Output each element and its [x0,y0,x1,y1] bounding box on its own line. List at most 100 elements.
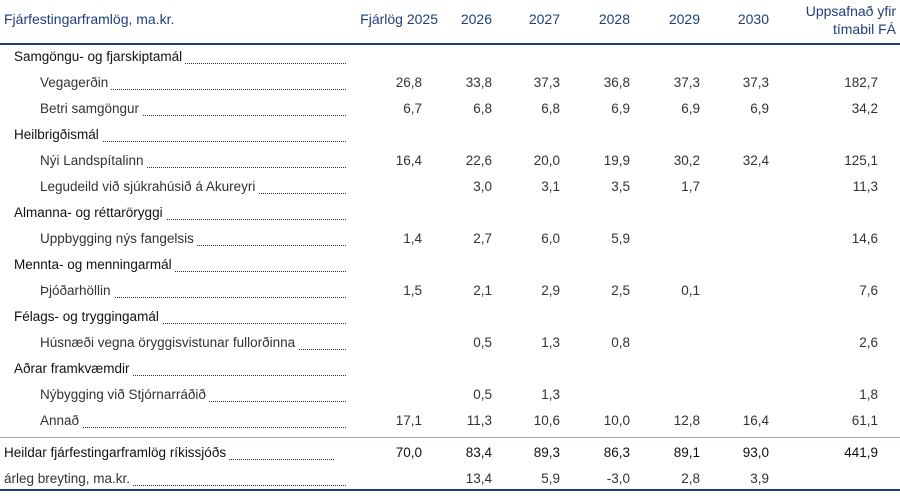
leader-dots [40,297,346,298]
cell-value: 17,1 [395,413,422,428]
cell-value: 0,8 [611,335,630,350]
table-title: Fjárfestingarframlög, ma.kr. [4,11,175,27]
cell-value: 13,4 [465,471,492,486]
table-row: Betri samgöngur 6,7 6,8 6,8 6,9 6,9 6,9 34,2 [0,96,900,122]
category-row: Samgöngu- og fjarskiptamál [0,44,900,70]
row-label: árleg breyting, ma.kr. [4,471,346,489]
leader-dots [40,115,346,116]
cell-value: 6,0 [541,231,560,246]
cell-value: 86,3 [603,445,630,460]
cell-value: 34,2 [851,101,878,116]
cell-value: 37,3 [533,75,560,90]
cell-value: 6,7 [403,101,422,116]
cell-value: 6,9 [611,101,630,116]
cell-value: 16,4 [742,413,769,428]
cell-value: 61,1 [851,413,878,428]
col-header-2027: 2027 [528,11,560,27]
leader-dots [40,89,346,90]
header-rule [0,43,900,45]
cell-value: 1,3 [541,387,560,402]
cell-value: 14,6 [851,231,878,246]
row-label: Legudeild við sjúkrahúsið á Akureyri [40,179,346,197]
cell-value: 16,4 [395,153,422,168]
cell-value: 89,1 [673,445,700,460]
table-row: Húsnæði vegna öryggisvistunar fullorðinn… [0,330,900,356]
cell-value: 33,8 [465,75,492,90]
category-row: Almanna- og réttaröryggi [0,200,900,226]
cell-value: 0,1 [681,283,700,298]
cell-value: 11,3 [852,179,878,194]
cell-value: 2,9 [541,283,560,298]
cell-value: 89,3 [533,445,560,460]
cell-value: 0,5 [473,335,492,350]
table-header: Fjárfestingarframlög, ma.kr. Fjárlög 202… [0,0,900,44]
leader-dots [4,485,346,486]
table-row: Nýi Landspítalinn 16,4 22,6 20,0 19,9 30,2 32,… [0,148,900,174]
row-label: Húsnæði vegna öryggisvistunar fullorðinn… [40,335,346,353]
cell-value: 3,9 [750,471,769,486]
cell-value: 3,0 [473,179,492,194]
cell-value: 2,6 [859,335,878,350]
cell-value: -3,0 [606,471,630,486]
table-row: Uppbygging nýs fangelsis 1,4 2,7 6,0 5,9 14,6 [0,226,900,252]
table-row: Þjóðarhöllin 1,5 2,1 2,9 2,5 0,1 7,6 [0,278,900,304]
leader-dots [14,141,346,142]
col-header-2029: 2029 [668,11,700,27]
cell-value: 11,3 [466,413,492,428]
cell-value: 1,8 [859,387,878,402]
leader-dots [14,271,346,272]
cell-value: 20,0 [533,153,560,168]
total-separator [0,437,900,438]
table-row: Legudeild við sjúkrahúsið á Akureyri 3,0 3… [0,174,900,200]
col-header-cumulative: Uppsafnað yfir tímabil FÁ [805,3,896,37]
cell-value: 2,5 [611,283,630,298]
category-row: Félags- og tryggingamál [0,304,900,330]
cell-value: 7,6 [859,283,878,298]
cell-value: 5,9 [541,471,560,486]
col-header-2030: 2030 [737,11,769,27]
row-label: Heilbrigðismál [14,127,346,145]
col-header-2026: 2026 [460,11,492,27]
cell-value: 2,1 [473,283,492,298]
leader-dots [14,323,346,324]
category-row: Heilbrigðismál [0,122,900,148]
cell-value: 10,6 [533,413,560,428]
cell-value: 22,6 [465,153,492,168]
cell-value: 3,1 [541,179,560,194]
cell-value: 10,0 [603,413,630,428]
cell-value: 1,5 [403,283,422,298]
cell-value: 441,9 [844,445,878,460]
cell-value: 182,7 [844,75,878,90]
row-label: Félags- og tryggingamál [14,309,346,327]
row-label: Almanna- og réttaröryggi [14,205,346,223]
cell-value: 2,7 [473,231,492,246]
cell-value: 1,3 [541,335,560,350]
table-row: Annað 17,1 11,3 10,6 10,0 12,8 16,4 61,1 [0,408,900,434]
total-row: Heildar fjárfestingarframlög ríkissjóðs 7… [0,440,900,466]
cell-value: 37,3 [742,75,769,90]
cell-value: 5,9 [611,231,630,246]
category-row: Aðrar framkvæmdir [0,356,900,382]
row-label: Nýbygging við Stjórnarráðið [40,387,346,405]
cell-value: 6,9 [750,101,769,116]
cell-value: 70,0 [395,445,422,460]
row-label: Nýi Landspítalinn [40,153,346,171]
row-label: Samgöngu- og fjarskiptamál [14,49,346,67]
table-row: Nýbygging við Stjórnarráðið 0,5 1,3 1,8 [0,382,900,408]
table-row: Vegagerðin 26,8 33,8 37,3 36,8 37,3 37,3 182,7 [0,70,900,96]
row-label: Heildar fjárfestingarframlög ríkissjóðs [4,445,334,463]
row-label: Aðrar framkvæmdir [14,361,346,379]
bottom-rule [0,489,900,491]
leader-dots [40,427,346,428]
cell-value: 26,8 [395,75,422,90]
cell-value: 37,3 [673,75,700,90]
col-header-2025: Fjárlög 2025 [360,11,438,27]
cell-value: 2,8 [681,471,700,486]
cell-value: 125,1 [844,153,878,168]
cell-value: 83,4 [465,445,492,460]
cell-value: 93,0 [742,445,769,460]
row-label: Annað [40,413,346,431]
cell-value: 0,5 [473,387,492,402]
cell-value: 6,8 [541,101,560,116]
cell-value: 6,8 [473,101,492,116]
